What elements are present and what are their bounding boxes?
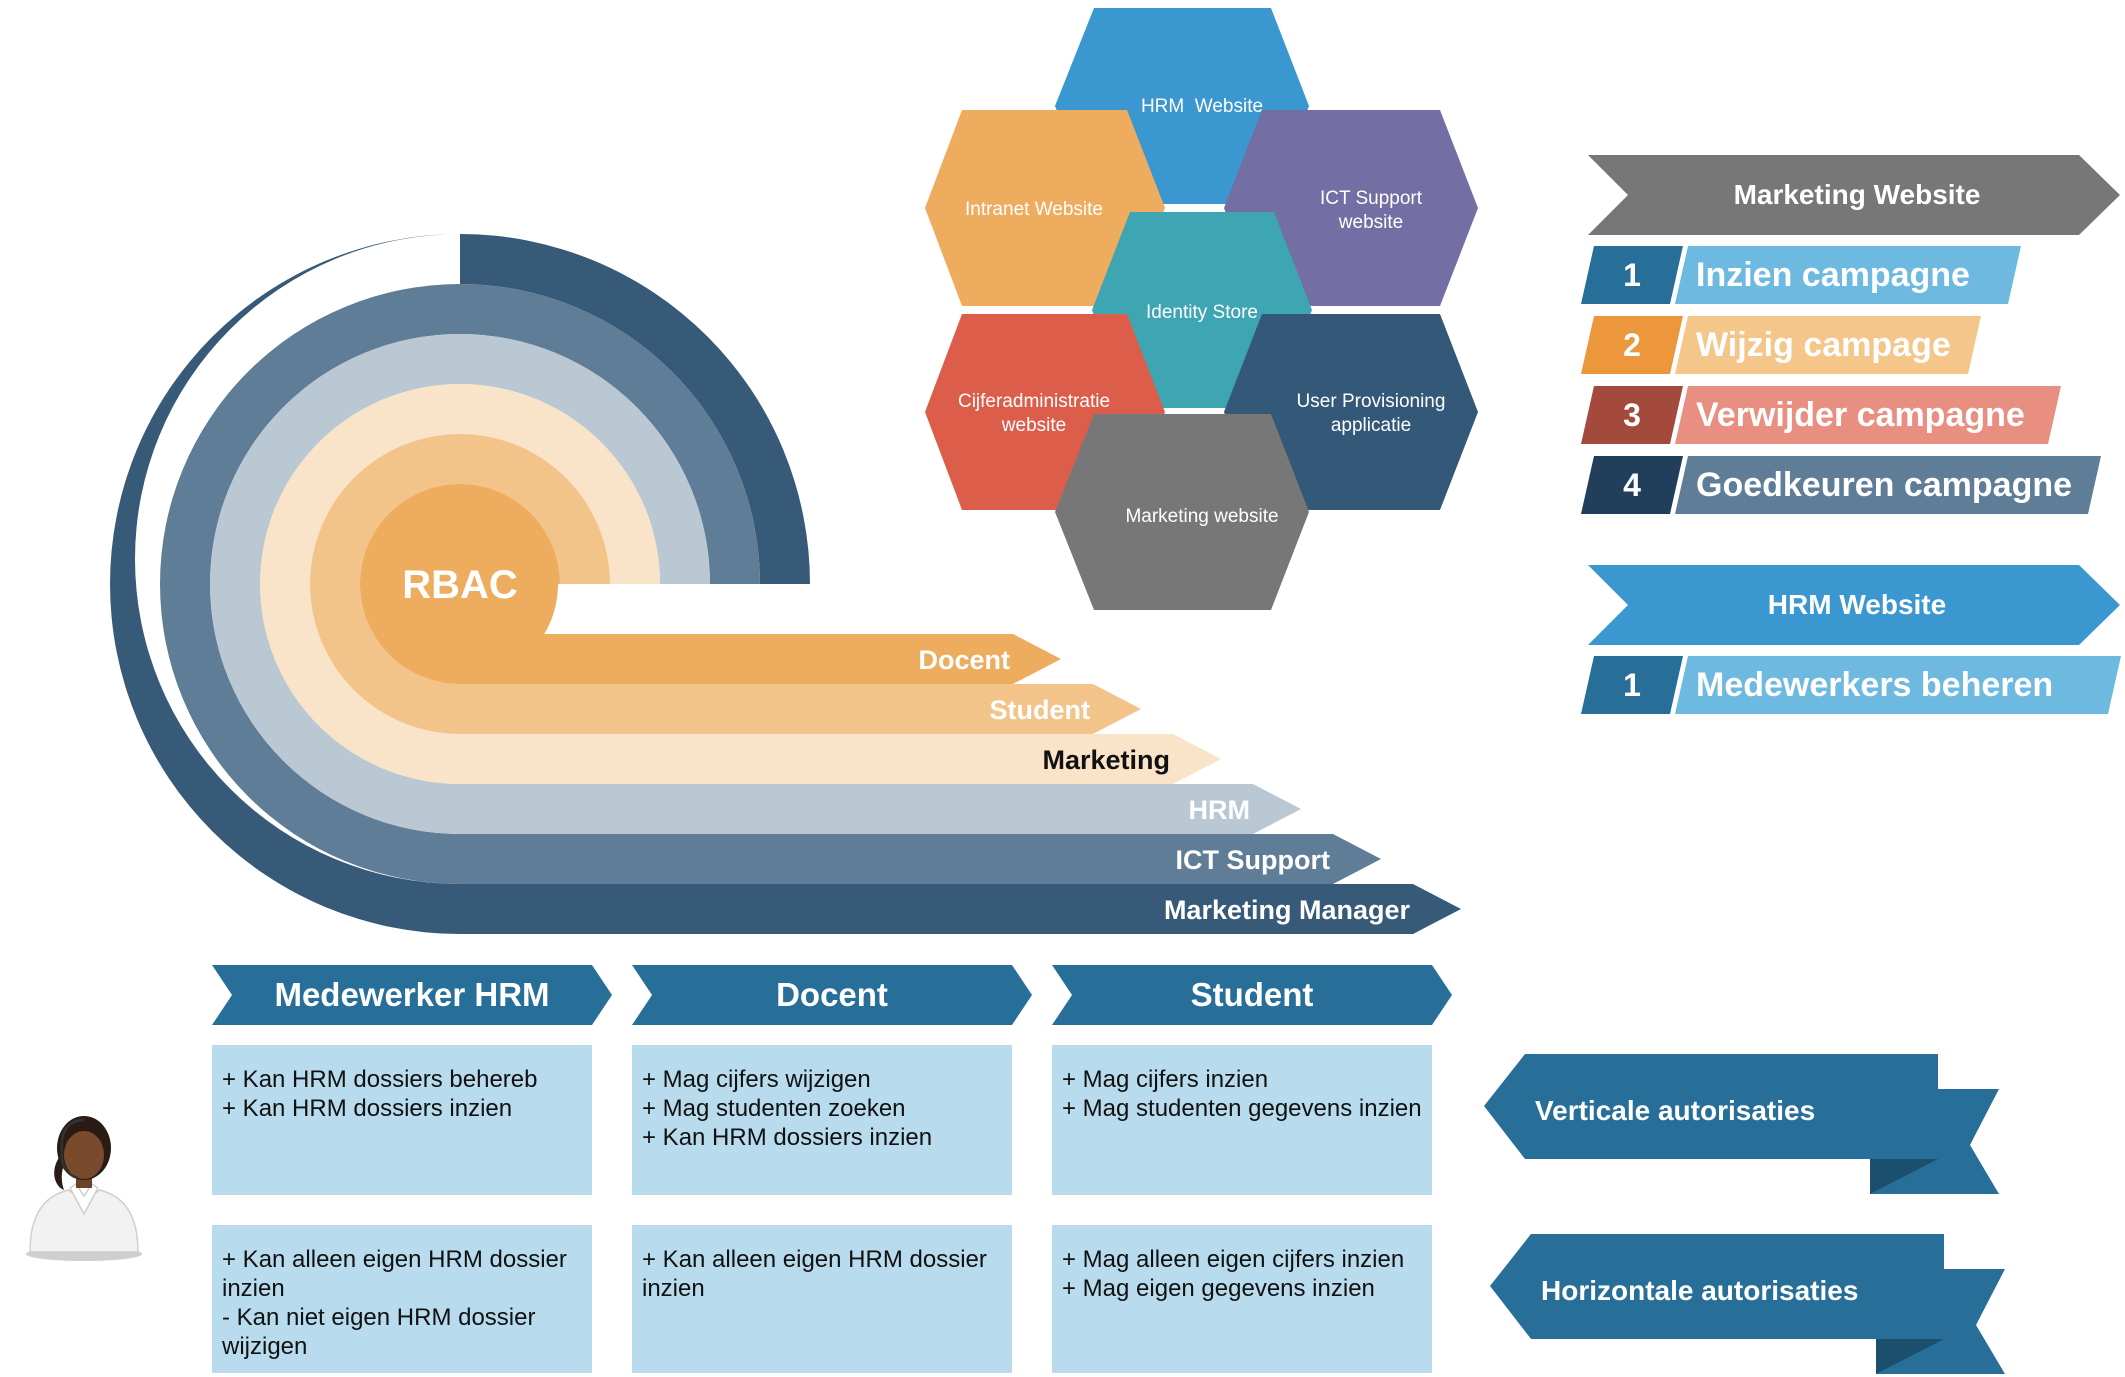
hex-marketing-website: [1055, 414, 1309, 610]
column-headers: Medewerker HRM Docent Student: [212, 965, 1452, 1025]
marketing-website-header: [1588, 155, 2120, 235]
mw-item-2-number: [1581, 316, 1683, 374]
mw-item-1-label: Inzien campagne: [1696, 256, 1970, 294]
hex-provisioning-label-1: User Provisioning: [1297, 391, 1446, 412]
mw-item-3-bar: [1675, 386, 2061, 444]
mw-item-3-num: 3: [1623, 397, 1641, 433]
list-item: + Kan alleen eigen HRM dossier: [642, 1246, 987, 1273]
box-student-horizontal: + Mag alleen eigen cijfers inzien + Mag …: [1052, 1225, 1432, 1373]
marketing-website-header-label: Marketing Website: [1734, 179, 1981, 210]
hrm-item-1-bar: [1675, 656, 2121, 714]
hrm-item-1-num: 1: [1623, 667, 1641, 703]
role-label-hrm: HRM: [1189, 795, 1251, 825]
role-label-marketing-manager: Marketing Manager: [1164, 895, 1411, 925]
role-arrow-hrm: [210, 334, 1301, 834]
list-item: + Kan HRM dossiers behereb: [222, 1066, 538, 1093]
box-docent-vertical: + Mag cijfers wijzigen + Mag studenten z…: [632, 1045, 1012, 1195]
mw-item-2-label: Wijzig campage: [1696, 326, 1951, 364]
box-student-vertical: + Mag cijfers inzien + Mag studenten geg…: [1052, 1045, 1432, 1195]
list-item: + Mag studenten gegevens inzien: [1062, 1095, 1422, 1122]
column-header-docent-label: Docent: [776, 976, 888, 1013]
role-label-marketing: Marketing: [1042, 745, 1170, 775]
hex-cijfer-label-2: website: [1001, 415, 1066, 436]
list-item: + Mag alleen eigen cijfers inzien: [1062, 1246, 1405, 1273]
list-item: + Mag studenten zoeken: [642, 1095, 906, 1122]
hex-identity-store-label: Identity Store: [1146, 302, 1258, 323]
role-arrow-student: [310, 434, 1141, 734]
list-item: inzien: [642, 1275, 705, 1302]
list-item: + Kan alleen eigen HRM dossier: [222, 1246, 567, 1273]
mw-item-1-num: 1: [1623, 257, 1641, 293]
headset-icon: [60, 1118, 85, 1180]
hrm-website-panel: HRM Website 1 Medewerkers beheren: [1581, 565, 2121, 714]
banner-horizontal-fold: [1876, 1339, 1944, 1374]
list-item: inzien: [222, 1275, 285, 1302]
hex-ict-support-label-2: website: [1338, 212, 1403, 233]
avatar-face: [64, 1131, 104, 1179]
hrm-website-header: [1588, 565, 2120, 645]
role-label-student: Student: [990, 695, 1091, 725]
hex-hrm-website-label: HRM Website: [1141, 96, 1263, 117]
rbac-center: [362, 486, 558, 682]
hrm-item-1-number: [1581, 656, 1683, 714]
column-header-student-label: Student: [1191, 976, 1314, 1013]
banner-verticale-autorisaties: Verticale autorisaties: [1484, 1054, 1999, 1194]
list-item: + Mag cijfers inzien: [1062, 1066, 1269, 1093]
banner-vertical-main: [1484, 1054, 1938, 1159]
list-item: wijzigen: [222, 1333, 308, 1360]
list-item: + Mag cijfers wijzigen: [642, 1066, 871, 1093]
banner-vertical-fold: [1870, 1159, 1938, 1194]
column-header-medewerker-hrm-label: Medewerker HRM: [274, 976, 549, 1013]
column-header-docent: [632, 965, 1032, 1025]
banner-horizontal-label: Horizontale autorisaties: [1541, 1275, 1858, 1306]
banner-vertical-label: Verticale autorisaties: [1535, 1095, 1815, 1126]
role-arrow-ict-support: [160, 284, 1381, 884]
banner-horizontale-autorisaties: Horizontale autorisaties: [1490, 1234, 2005, 1374]
avatar-ponytail: [54, 1156, 66, 1190]
avatar: [26, 1116, 142, 1261]
box-medewerker-hrm-horizontal: + Kan alleen eigen HRM dossier inzien - …: [212, 1225, 592, 1373]
mw-item-4-label: Goedkeuren campagne: [1696, 466, 2072, 504]
mw-item-4-bar: [1675, 456, 2101, 514]
mw-item-1-bar: [1675, 246, 2021, 304]
hex-intranet-website-label: Intranet Website: [965, 199, 1103, 220]
mw-item-2-num: 2: [1623, 327, 1641, 363]
marketing-website-panel: Marketing Website 1 Inzien campagne 2 Wi…: [1581, 155, 2120, 514]
role-arrow-marketing-manager: [110, 234, 1461, 934]
banner-horizontal-main: [1490, 1234, 1944, 1339]
hex-marketing-website-label: Marketing website: [1125, 506, 1278, 527]
role-label-docent: Docent: [918, 645, 1010, 675]
column-header-medewerker-hrm: [212, 965, 612, 1025]
hex-provisioning-label-2: applicatie: [1331, 415, 1411, 436]
mw-item-2-bar: [1675, 316, 1981, 374]
mw-item-3-number: [1581, 386, 1683, 444]
rbac-center-label: RBAC: [402, 563, 518, 607]
hex-cijfer-label-1: Cijferadministratie: [958, 391, 1110, 412]
hex-ict-support-label-1: ICT Support: [1320, 188, 1423, 209]
rbac-spiral: RBAC Docent Student Marketing HRM ICT Su…: [110, 234, 1461, 934]
list-item: - Kan niet eigen HRM dossier: [222, 1304, 536, 1331]
hexagon-cluster: HRM Website Intranet Website ICT Support…: [925, 8, 1478, 610]
list-item: + Kan HRM dossiers inzien: [222, 1095, 513, 1122]
box-medewerker-hrm-vertical: + Kan HRM dossiers behereb + Kan HRM dos…: [212, 1045, 592, 1195]
column-header-student: [1052, 965, 1452, 1025]
list-item: + Kan HRM dossiers inzien: [642, 1124, 933, 1151]
hex-intranet-website: [925, 110, 1165, 306]
role-label-ict-support: ICT Support: [1176, 845, 1330, 875]
mw-item-1-number: [1581, 246, 1683, 304]
mw-item-4-num: 4: [1623, 467, 1641, 503]
hrm-website-header-label: HRM Website: [1768, 589, 1946, 620]
hrm-item-1-label: Medewerkers beheren: [1696, 666, 2053, 704]
role-arrow-marketing: [260, 384, 1221, 784]
mw-item-4-number: [1581, 456, 1683, 514]
box-docent-horizontal: + Kan alleen eigen HRM dossier inzien: [632, 1225, 1012, 1373]
mw-item-3-label: Verwijder campagne: [1696, 396, 2025, 434]
list-item: + Mag eigen gegevens inzien: [1062, 1275, 1375, 1302]
